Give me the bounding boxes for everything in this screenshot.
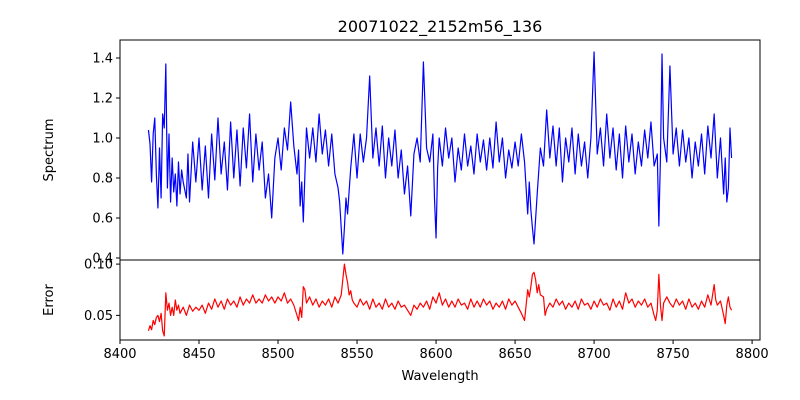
x-tick-label: 8600 [420,347,453,362]
x-tick-label: 8400 [103,347,136,362]
x-tick-label: 8650 [499,347,532,362]
spectrum-y-tick-label: 1.4 [92,52,113,67]
spectrum-y-tick-label: 0.6 [92,212,113,227]
x-tick-label: 8800 [736,347,769,362]
spectrum-panel: 0.4 0.6 0.8 1.0 1.2 1.4 Spectrum [42,39,761,267]
chart-title: 20071022_2152m56_136 [338,17,543,37]
spectrum-series-line [147,51,733,255]
spectrum-y-tick-label: 1.0 [92,132,113,147]
x-tick-label: 8750 [657,347,690,362]
spectrum-y-axis: 0.4 0.6 0.8 1.0 1.2 1.4 [92,52,120,267]
x-axis-label: Wavelength [401,369,478,384]
spectrum-y-tick-label: 0.8 [92,172,113,187]
error-y-axis: 0.05 0.10 [84,258,120,324]
spectrum-y-axis-label: Spectrum [42,119,57,182]
spectrum-y-tick-label: 1.2 [92,92,113,107]
spectrum-y-tick-label: 0.4 [92,252,113,267]
x-tick-label: 8550 [340,347,373,362]
x-tick-label: 8450 [182,347,215,362]
x-tick-label: 8500 [261,347,294,362]
error-axes-frame [119,259,761,341]
error-y-axis-label: Error [42,284,57,316]
error-y-tick-label: 0.05 [84,309,113,324]
error-series-line [147,263,733,337]
x-tick-label: 8700 [578,347,611,362]
x-axis: 8400 8450 8500 8550 8600 8650 8700 8750 8800 [103,340,769,362]
error-y-tick-label: 0.10 [84,258,113,273]
error-panel: 0.05 0.10 Error [42,258,761,341]
